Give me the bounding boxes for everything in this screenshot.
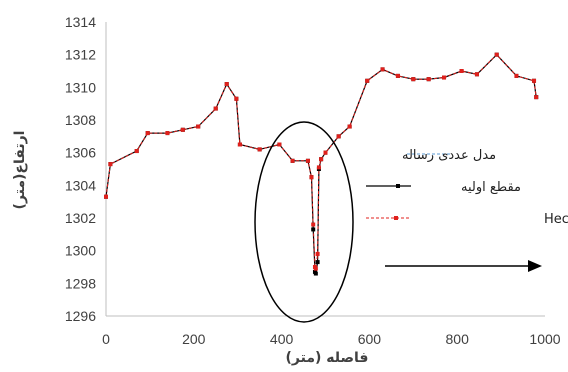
y-tick-label: 1298	[65, 275, 96, 291]
highlight-ellipse	[254, 121, 354, 323]
tick-labels: 0 200 400 600 800 1000 1296 1298 1300 1302 1304 130…	[65, 14, 561, 347]
y-tick-label: 1302	[65, 210, 96, 226]
y-tick-label: 1304	[65, 177, 96, 193]
legend-label: مدل Hec-Ras	[544, 212, 568, 227]
hecras-model-point	[180, 127, 185, 132]
hecras-model-point	[442, 75, 447, 80]
hecras-model-point	[277, 142, 282, 147]
numerical-model-line	[105, 53, 537, 274]
x-tick-label: 800	[446, 331, 470, 347]
x-tick-label: 0	[102, 331, 110, 347]
initial-section-point	[313, 271, 318, 276]
hecras-model-point	[313, 266, 318, 271]
legend-item-numerical: مدل عددی رساله	[402, 148, 496, 163]
hecras-model-point	[514, 73, 519, 78]
y-tick-label: 1312	[65, 47, 96, 63]
arrow-head	[528, 260, 542, 272]
legend-label: مقطع اولیه	[461, 180, 521, 195]
hecras-model-point	[319, 157, 324, 162]
legend-swatch-marker	[396, 184, 400, 188]
y-tick-label: 1296	[65, 308, 96, 324]
series-points	[104, 52, 539, 276]
initial-section-point	[315, 260, 320, 265]
hecras-model-point	[224, 82, 229, 87]
x-tick-label: 1000	[529, 331, 560, 347]
hecras-model-point	[108, 162, 113, 167]
legend-item-initial: مقطع اولیه	[366, 180, 521, 195]
hecras-model-point	[336, 134, 341, 139]
direction-arrow	[385, 260, 542, 272]
initial-section-line	[105, 53, 537, 276]
hecras-model-point	[474, 72, 479, 77]
hecras-model-point	[395, 73, 400, 78]
hecras-model-point	[134, 149, 139, 154]
hecras-model-point	[311, 222, 316, 227]
hecras-model-point	[305, 158, 310, 163]
hecras-model-point	[165, 131, 170, 136]
axes	[105, 22, 545, 317]
hecras-model-point	[309, 175, 314, 180]
hecras-model-point	[411, 77, 416, 82]
y-tick-label: 1300	[65, 243, 96, 259]
legend-swatch-marker	[394, 216, 398, 220]
series-lines	[105, 53, 537, 276]
hecras-model-point	[316, 165, 321, 170]
y-tick-label: 1314	[65, 14, 96, 30]
hecras-model-point	[234, 96, 239, 101]
x-tick-label: 600	[358, 331, 382, 347]
hecras-model-point	[104, 194, 108, 199]
hecras-model-point	[213, 106, 218, 111]
hecras-model-point	[323, 150, 328, 155]
y-tick-label: 1310	[65, 79, 96, 95]
hecras-model-point	[534, 95, 539, 100]
hecras-model-point	[426, 77, 431, 82]
y-axis-title: ارتفاع(متر)	[12, 131, 28, 210]
hecras-model-point	[315, 251, 320, 256]
hecras-model-point	[257, 147, 262, 152]
legend-label: مدل عددی رساله	[402, 148, 496, 163]
hecras-model-point	[196, 124, 201, 129]
hecras-model-point	[380, 67, 385, 72]
initial-section-point	[311, 227, 316, 232]
hecras-model-point	[290, 158, 295, 163]
hecras-model-point	[494, 52, 499, 57]
hecras-model-point	[365, 78, 370, 83]
y-tick-label: 1306	[65, 145, 96, 161]
legend-item-hecras: مدل Hec-Ras	[366, 212, 568, 227]
hecras-model-point	[459, 69, 464, 73]
hecras-model-point	[237, 142, 242, 147]
hecras-model-point	[347, 124, 352, 129]
x-tick-label: 200	[182, 331, 206, 347]
hecras-model-point	[532, 78, 537, 83]
y-tick-label: 1308	[65, 112, 96, 128]
legend: مدل عددی رساله مقطع اولیه مدل Hec-Ras	[366, 148, 568, 227]
hecras-model-point	[145, 131, 150, 136]
x-axis-title: فاصله (متر)	[286, 350, 369, 366]
x-tick-label: 400	[270, 331, 294, 347]
